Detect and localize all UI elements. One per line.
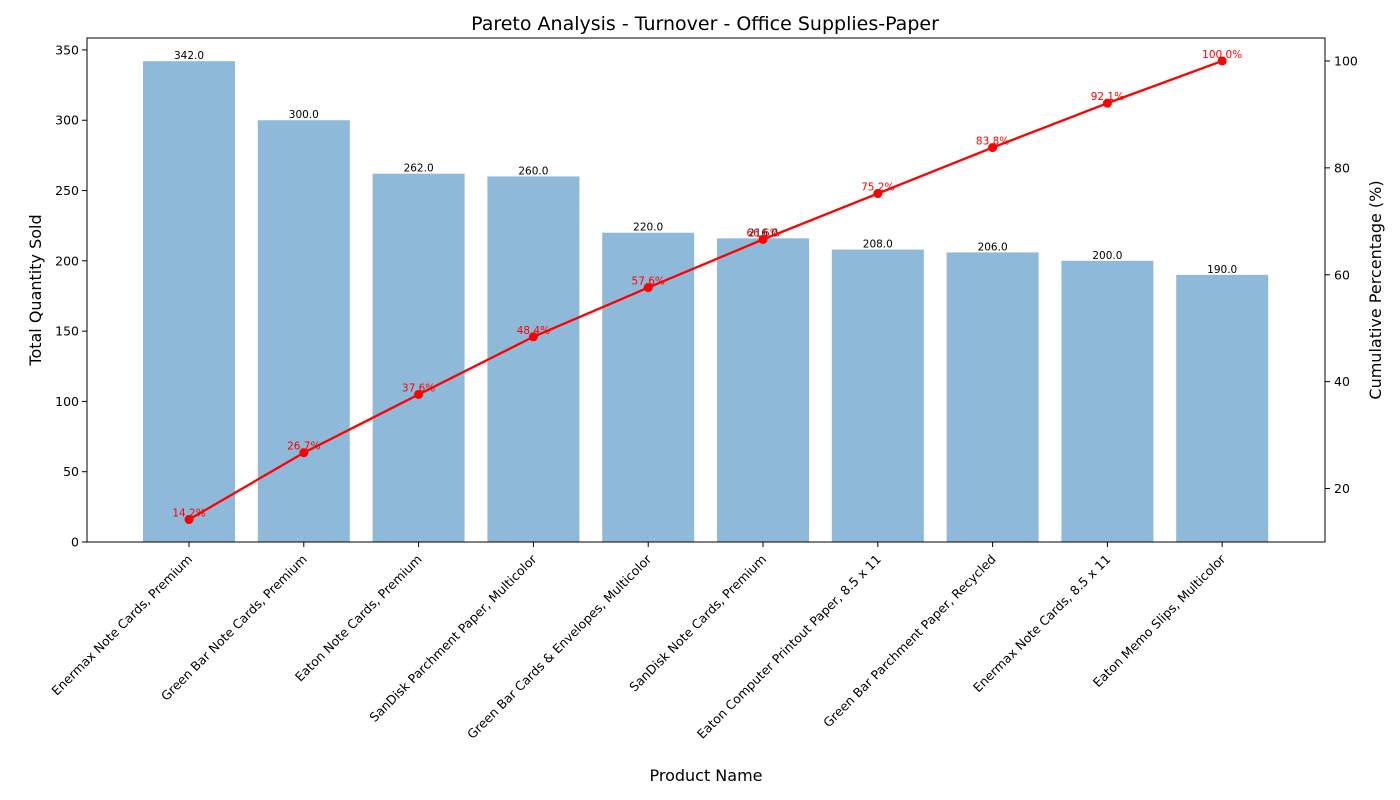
bar-2: [257, 120, 350, 542]
cumulative-label-10: 100.0%: [1202, 49, 1242, 61]
cumulative-point-5: [643, 283, 653, 293]
y-axis-left-ticks: 0 50 100 150 200 250 300 350: [55, 42, 87, 550]
y-tick-label: 300: [55, 113, 79, 128]
x-tick-label: Enermax Note Cards, Premium: [48, 552, 195, 699]
cumulative-label-3: 37.6%: [402, 382, 435, 394]
x-tick-label: Green Bar Cards & Envelopes, Multicolor: [464, 551, 655, 742]
x-tick-label: SanDisk Note Cards, Premium: [626, 552, 769, 695]
y-axis-right-ticks: 20 40 60 80 100: [1325, 53, 1358, 496]
cumulative-label-4: 48.4%: [517, 325, 550, 337]
cumulative-point-9: [1102, 98, 1112, 108]
bar-value-label-3: 262.0: [404, 163, 434, 175]
bar-value-label-5: 220.0: [633, 222, 663, 234]
cumulative-point-4: [528, 332, 538, 342]
bar-value-label-4: 260.0: [518, 165, 548, 177]
bar-4: [487, 176, 580, 542]
bar-value-label-1: 342.0: [174, 50, 204, 62]
y2-tick-label: 80: [1334, 160, 1350, 175]
bar-series: [143, 61, 1269, 543]
cumulative-point-6: [758, 234, 768, 244]
y-axis-left-title: Total Quantity Sold: [26, 214, 45, 366]
y2-tick-label: 60: [1334, 267, 1350, 282]
y2-tick-label: 100: [1334, 53, 1358, 68]
bar-10: [1176, 274, 1269, 542]
bar-value-label-10: 190.0: [1207, 264, 1237, 276]
y-tick-label: 100: [55, 394, 79, 409]
cumulative-point-1: [184, 515, 194, 525]
plot-frame: [86, 37, 1326, 543]
y2-tick-label: 40: [1334, 374, 1350, 389]
x-tick-label: Eaton Memo Slips, Multicolor: [1090, 551, 1229, 690]
cumulative-point-3: [414, 389, 424, 399]
bar-1: [143, 61, 235, 542]
bar-value-label-7: 208.0: [863, 239, 893, 251]
cumulative-point-2: [299, 448, 309, 458]
cumulative-point-10: [1217, 56, 1227, 66]
bar-7: [831, 249, 924, 542]
x-tick-label: Enermax Note Cards, 8.5 x 11: [970, 552, 1114, 696]
y-tick-label: 150: [55, 324, 79, 339]
cumulative-label-8: 83.8%: [976, 136, 1009, 148]
cumulative-label-1: 14.2%: [172, 508, 205, 520]
cumulative-line-series: [184, 56, 1227, 525]
cumulative-label-5: 57.6%: [632, 276, 665, 288]
y-tick-label: 350: [55, 42, 79, 57]
bar-value-label-8: 206.0: [978, 241, 1008, 253]
bar-9: [1061, 260, 1154, 542]
y-tick-label: 50: [63, 464, 79, 479]
cumulative-point-8: [988, 143, 998, 153]
cumulative-line: [188, 59, 1223, 521]
y-axis-right-title: Cumulative Percentage (%): [1366, 180, 1385, 399]
bar-value-label-2: 300.0: [289, 109, 319, 121]
cumulative-point-7: [873, 189, 883, 199]
bar-value-label-9: 200.0: [1092, 250, 1122, 262]
bar-6: [717, 238, 809, 543]
cumulative-label-2: 26.7%: [287, 441, 320, 453]
bar-8: [946, 252, 1039, 542]
cumulative-label-6: 66.6%: [746, 227, 779, 239]
y-tick-label: 0: [71, 535, 79, 550]
x-tick-label: Eaton Note Cards, Premium: [292, 552, 425, 685]
x-tick-label: Eaton Computer Printout Paper, 8.5 x 11: [694, 552, 884, 742]
y2-tick-label: 20: [1334, 481, 1350, 496]
y-tick-label: 250: [55, 183, 79, 198]
y-tick-label: 200: [55, 253, 79, 268]
cumulative-value-labels: 14.2% 26.7% 37.6% 48.4% 57.6% 66.6% 75.2% 83.8%…: [172, 49, 1242, 520]
chart-title: Pareto Analysis - Turnover - Office Supp…: [471, 13, 939, 35]
cumulative-label-9: 92.1%: [1091, 91, 1124, 103]
bar-3: [372, 173, 465, 542]
cumulative-label-7: 75.2%: [861, 182, 894, 194]
x-axis-title: Product Name: [649, 766, 762, 785]
